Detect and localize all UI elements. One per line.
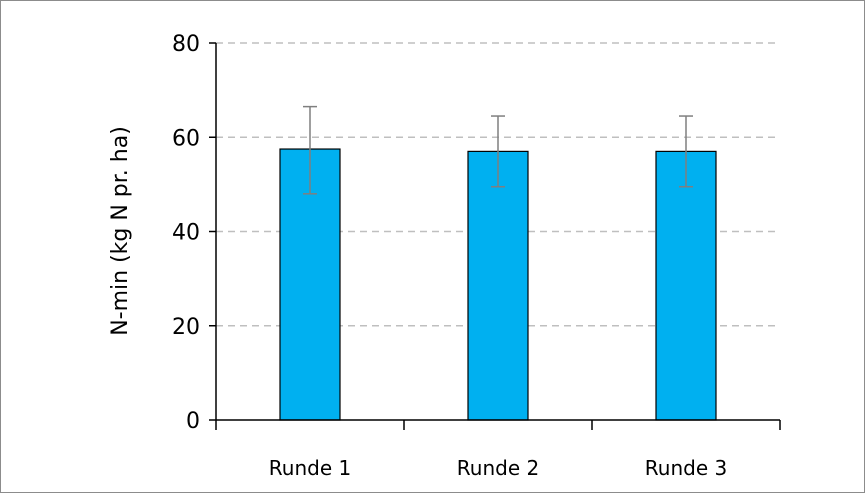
bars <box>279 148 717 421</box>
y-axis-title: N-min (kg N pr. ha) <box>108 126 133 336</box>
bar-3 <box>655 150 717 421</box>
x-tick-label: Runde 2 <box>457 456 539 480</box>
bar-2 <box>467 150 529 421</box>
x-tick-label: Runde 3 <box>645 456 727 480</box>
y-tick-label: 60 <box>172 126 200 151</box>
y-tick-label: 20 <box>172 315 200 340</box>
y-tick-label: 0 <box>186 409 200 434</box>
y-tick-label: 80 <box>172 32 200 57</box>
tick-labels: 0 20 40 60 80 Runde 1 Runde 2 Runde 3 <box>172 32 727 480</box>
axes <box>209 42 781 430</box>
y-tick-label: 40 <box>172 221 200 246</box>
error-bars <box>303 105 693 195</box>
x-tick-label: Runde 1 <box>269 456 351 480</box>
